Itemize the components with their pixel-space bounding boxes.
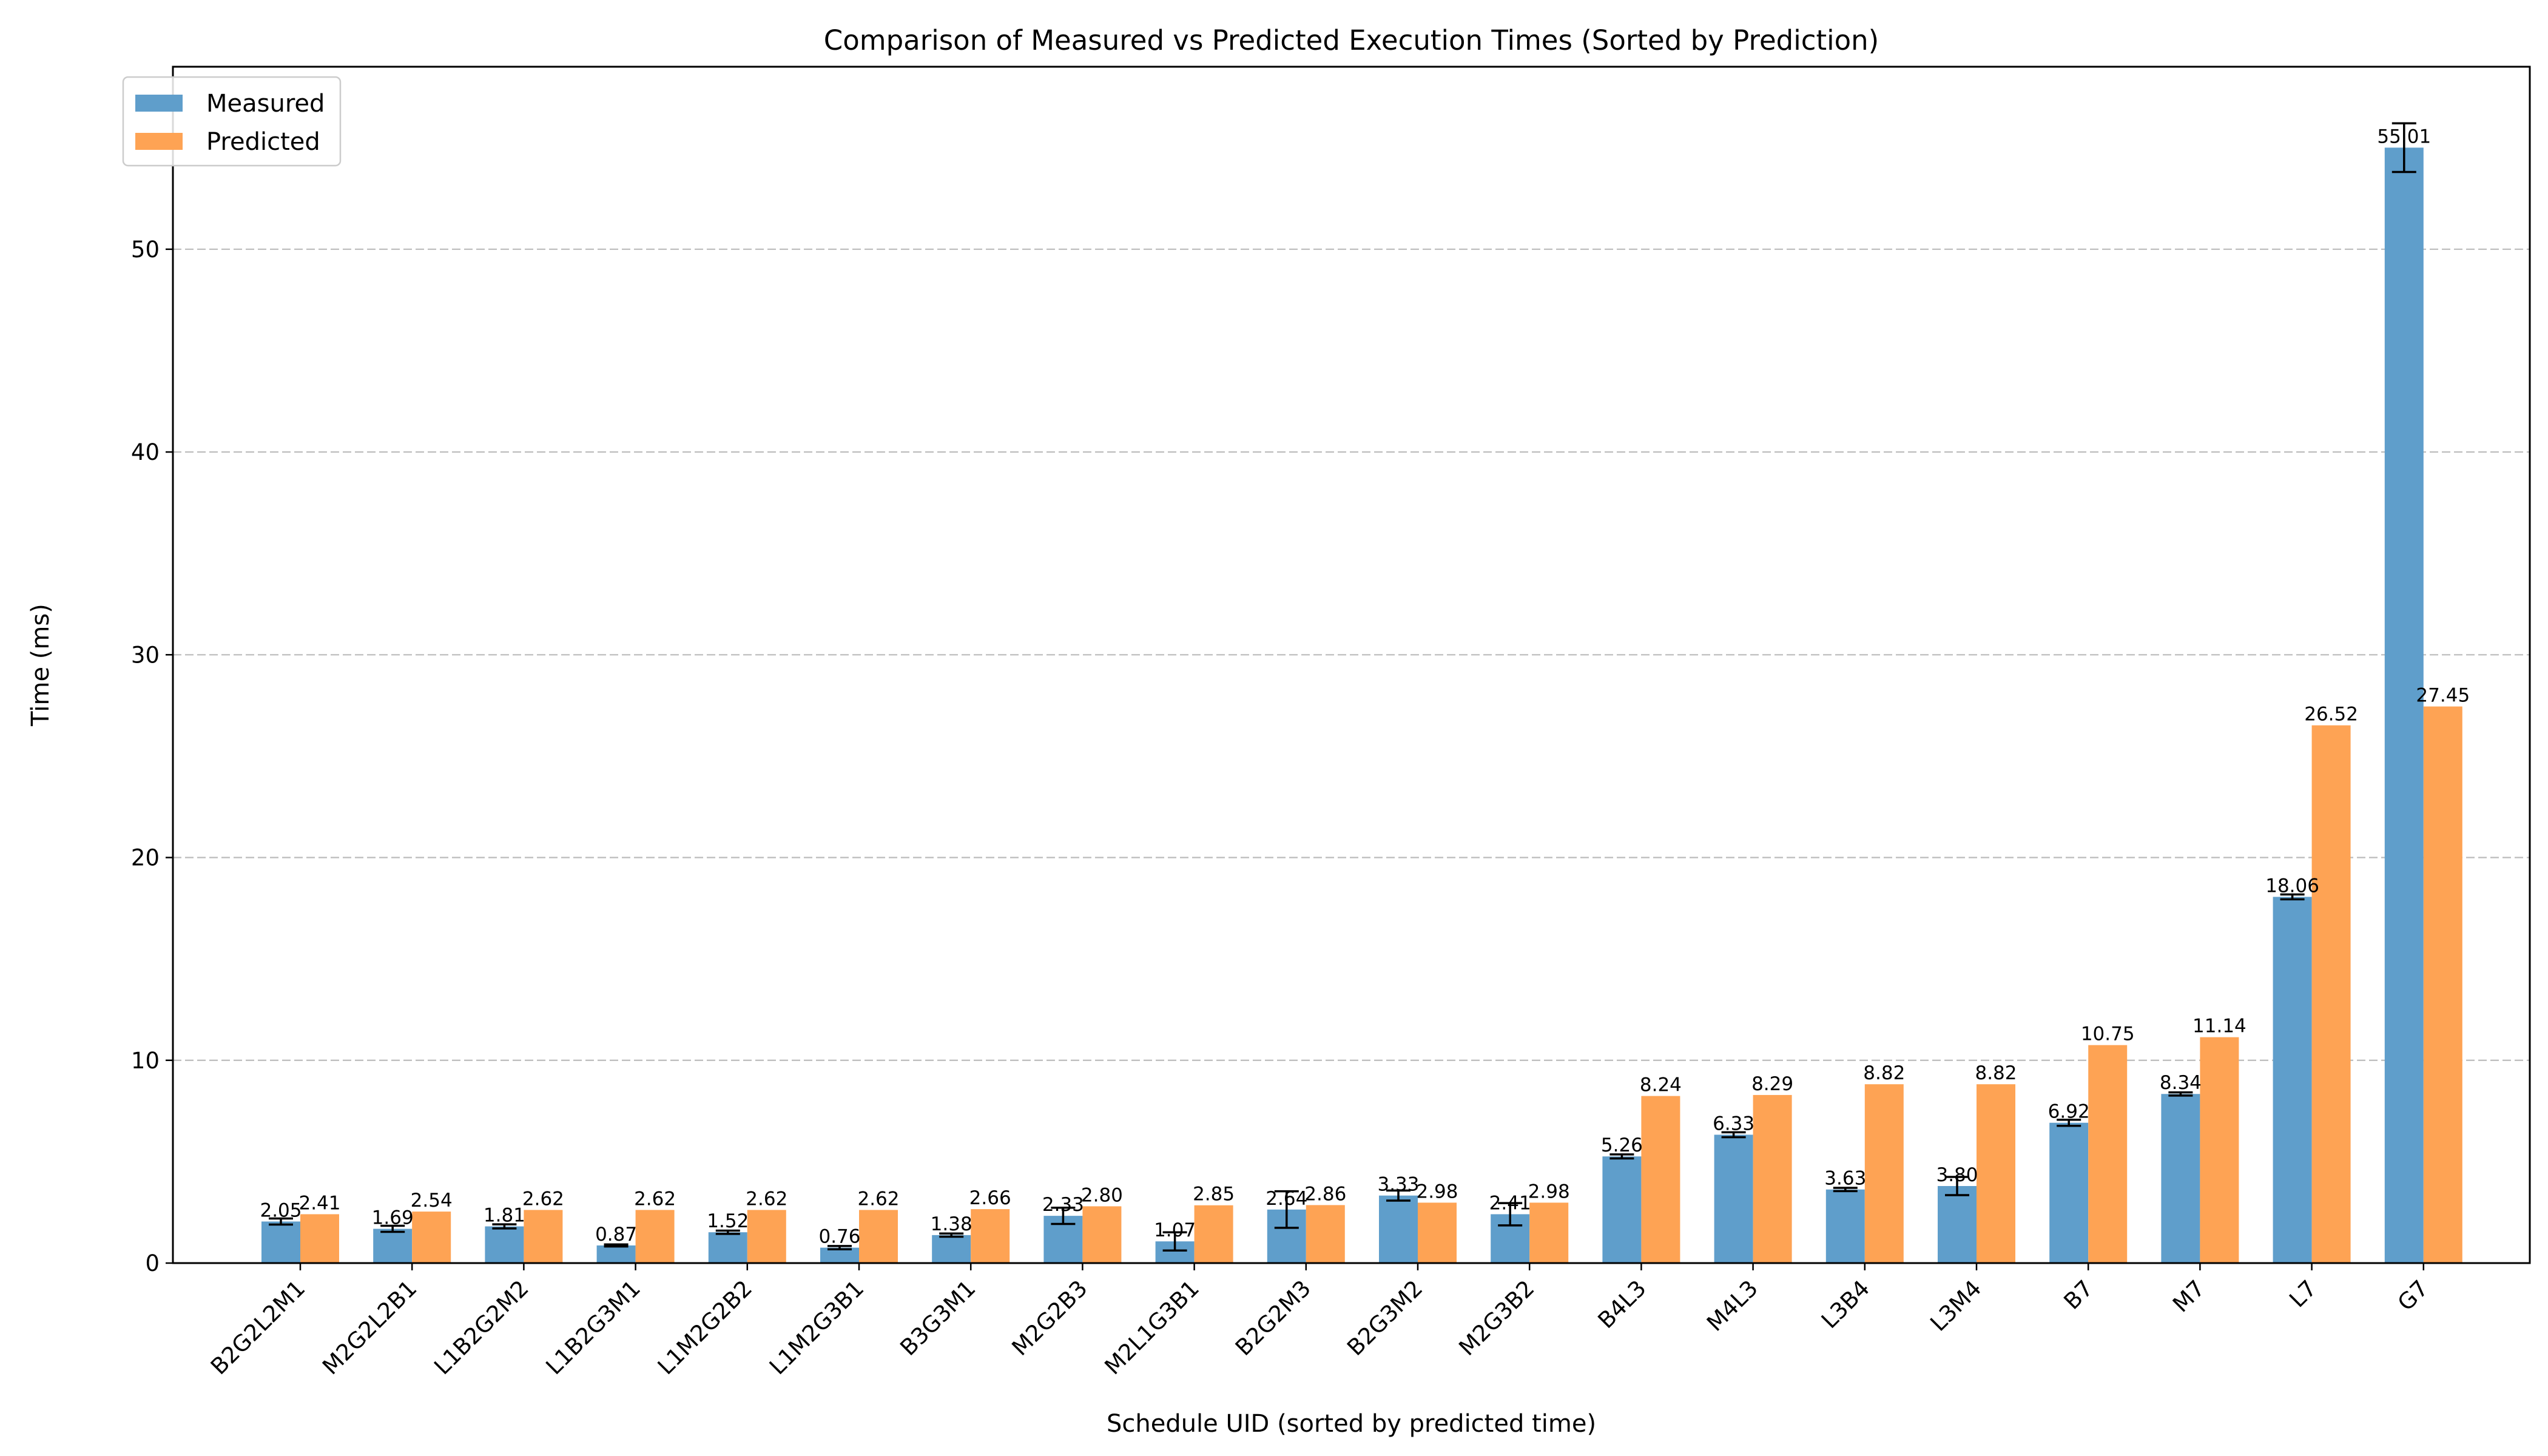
y-tick-label: 40 xyxy=(131,439,160,465)
plot-frame xyxy=(172,66,2531,1264)
bars xyxy=(261,147,2462,1263)
predicted-bar xyxy=(747,1210,786,1263)
measured-value-label: 1.52 xyxy=(707,1210,749,1232)
error-bars xyxy=(269,122,2416,1252)
predicted-bar xyxy=(2311,725,2351,1263)
measured-value-label: 2.41 xyxy=(1489,1192,1531,1214)
measured-bar xyxy=(2049,1122,2089,1263)
measured-value-label: 3.33 xyxy=(1377,1174,1419,1196)
measured-value-label: 2.05 xyxy=(260,1199,302,1221)
predicted-value-label: 2.41 xyxy=(298,1192,340,1214)
measured-value-label: 2.64 xyxy=(1266,1188,1307,1210)
measured-bar xyxy=(708,1232,747,1263)
measured-bar xyxy=(1602,1156,1642,1263)
measured-value-label: 1.81 xyxy=(484,1205,525,1227)
predicted-bar xyxy=(635,1210,675,1263)
predicted-value-label: 8.29 xyxy=(1751,1073,1793,1095)
y-axis: 0 10 20 30 40 50 xyxy=(131,237,173,1276)
predicted-bar xyxy=(1641,1096,1680,1263)
measured-value-label: 6.33 xyxy=(1713,1113,1754,1134)
legend-label-measured: Measured xyxy=(206,90,325,118)
y-tick-label: 10 xyxy=(131,1048,160,1074)
predicted-value-label: 26.52 xyxy=(2304,704,2358,726)
predicted-value-label: 2.62 xyxy=(634,1188,676,1210)
y-tick-label: 0 xyxy=(145,1250,160,1276)
predicted-value-label: 2.85 xyxy=(1193,1184,1235,1205)
measured-bar xyxy=(261,1221,300,1263)
predicted-bar xyxy=(1529,1202,1569,1263)
measured-value-label: 2.33 xyxy=(1042,1194,1084,1216)
legend-swatch-measured xyxy=(135,95,183,112)
chart-title: Comparison of Measured vs Predicted Exec… xyxy=(824,24,1879,56)
predicted-value-label: 2.98 xyxy=(1528,1181,1570,1202)
predicted-value-label: 2.86 xyxy=(1304,1183,1346,1205)
x-axis-label: Schedule UID (sorted by predicted time) xyxy=(1107,1410,1596,1438)
measured-bar xyxy=(1938,1185,1977,1263)
predicted-bar xyxy=(2200,1037,2239,1263)
predicted-value-label: 2.66 xyxy=(969,1187,1011,1209)
measured-value-label: 5.26 xyxy=(1601,1134,1643,1156)
measured-bar xyxy=(2161,1094,2200,1263)
measured-value-label: 3.63 xyxy=(1824,1168,1866,1190)
predicted-bar xyxy=(1306,1205,1345,1263)
predicted-bar xyxy=(1082,1206,1122,1263)
predicted-bar xyxy=(2088,1045,2128,1263)
predicted-bar xyxy=(524,1210,563,1263)
predicted-value-label: 2.62 xyxy=(746,1188,787,1210)
grid-lines xyxy=(173,248,2530,1061)
measured-bar xyxy=(485,1226,524,1263)
predicted-bar xyxy=(300,1214,339,1263)
measured-value-label: 18.06 xyxy=(2265,875,2319,897)
measured-bar xyxy=(2273,897,2312,1263)
predicted-bar xyxy=(1977,1084,2015,1263)
predicted-value-label: 27.45 xyxy=(2416,685,2470,707)
measured-value-label: 1.38 xyxy=(931,1213,972,1235)
y-tick-label: 20 xyxy=(131,845,160,871)
predicted-bar xyxy=(412,1212,451,1263)
measured-bar xyxy=(2384,147,2424,1263)
measured-value-label: 6.92 xyxy=(2048,1101,2090,1123)
predicted-value-label: 8.24 xyxy=(1640,1074,1682,1096)
predicted-bar xyxy=(1418,1202,1457,1263)
legend-swatch-predicted xyxy=(135,133,183,150)
measured-bar xyxy=(373,1228,413,1263)
predicted-bar xyxy=(2423,706,2462,1263)
legend: Measured Predicted xyxy=(122,76,342,167)
y-axis-label: Time (ms) xyxy=(27,604,55,727)
measured-bar xyxy=(596,1245,636,1263)
predicted-value-label: 11.14 xyxy=(2192,1016,2246,1037)
predicted-bar xyxy=(859,1210,898,1263)
measured-bar xyxy=(932,1235,971,1263)
predicted-value-label: 2.98 xyxy=(1416,1181,1458,1202)
measured-value-label: 3.80 xyxy=(1936,1164,1978,1186)
measured-value-label: 0.76 xyxy=(818,1226,860,1248)
predicted-value-label: 2.62 xyxy=(857,1188,899,1210)
predicted-bar xyxy=(1753,1094,1792,1263)
predicted-value-label: 8.82 xyxy=(1863,1062,1905,1084)
predicted-value-label: 8.82 xyxy=(1975,1062,2017,1084)
bar-value-labels: 2.05 1.69 1.81 0.87 1.52 0.76 1.38 2.33 1.07 2.64… xyxy=(260,126,2470,1247)
measured-value-label: 1.69 xyxy=(372,1207,414,1229)
predicted-value-label: 10.75 xyxy=(2081,1023,2135,1045)
legend-label-predicted: Predicted xyxy=(206,128,320,156)
measured-bar xyxy=(1379,1195,1418,1263)
predicted-value-label: 2.80 xyxy=(1081,1184,1123,1206)
measured-bar xyxy=(1714,1134,1753,1263)
predicted-bar xyxy=(971,1209,1010,1263)
measured-value-label: 55.01 xyxy=(2377,126,2431,147)
predicted-bar xyxy=(1194,1205,1233,1263)
measured-value-label: 8.34 xyxy=(2160,1072,2202,1094)
predicted-value-label: 2.62 xyxy=(522,1188,564,1210)
y-tick-label: 30 xyxy=(131,642,160,668)
y-tick-label: 50 xyxy=(131,237,160,263)
predicted-bar xyxy=(1864,1084,1904,1263)
measured-value-label: 0.87 xyxy=(595,1224,637,1245)
measured-bar xyxy=(1825,1189,1865,1263)
predicted-value-label: 2.54 xyxy=(411,1190,453,1212)
measured-value-label: 1.07 xyxy=(1154,1219,1196,1241)
